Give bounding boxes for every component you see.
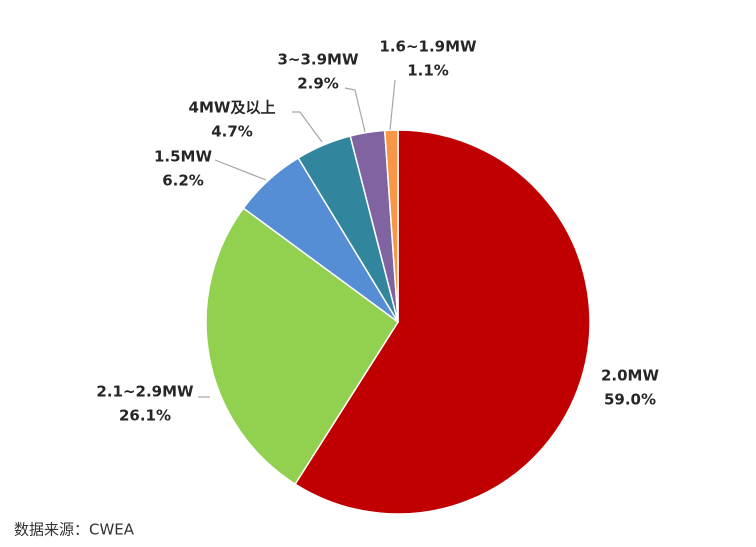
slice-value: 26.1% [119,407,171,425]
slice-label: 1.5MW [154,148,212,166]
slice-value: 4.7% [211,123,253,141]
leader-line [292,111,323,143]
slice-value: 2.9% [297,75,339,93]
slice-value: 1.1% [407,62,449,80]
leader-line [214,159,267,181]
pie-slice [383,129,399,323]
slice-label: 2.0MW [601,367,659,385]
source: 数据来源：CWEA [14,521,135,539]
pie-slice [294,129,591,515]
pie-slice [205,207,400,486]
slice-value: 6.2% [162,172,204,190]
slice-label: 4MW及以上 [189,99,276,117]
slice-label: 1.6~1.9MW [379,38,477,56]
leader-line [389,79,396,131]
slice-label: 2.1~2.9MW [96,383,194,401]
slice-label: 3~3.9MW [277,51,359,69]
slice-value: 59.0% [604,391,656,409]
leader-line [344,87,366,133]
